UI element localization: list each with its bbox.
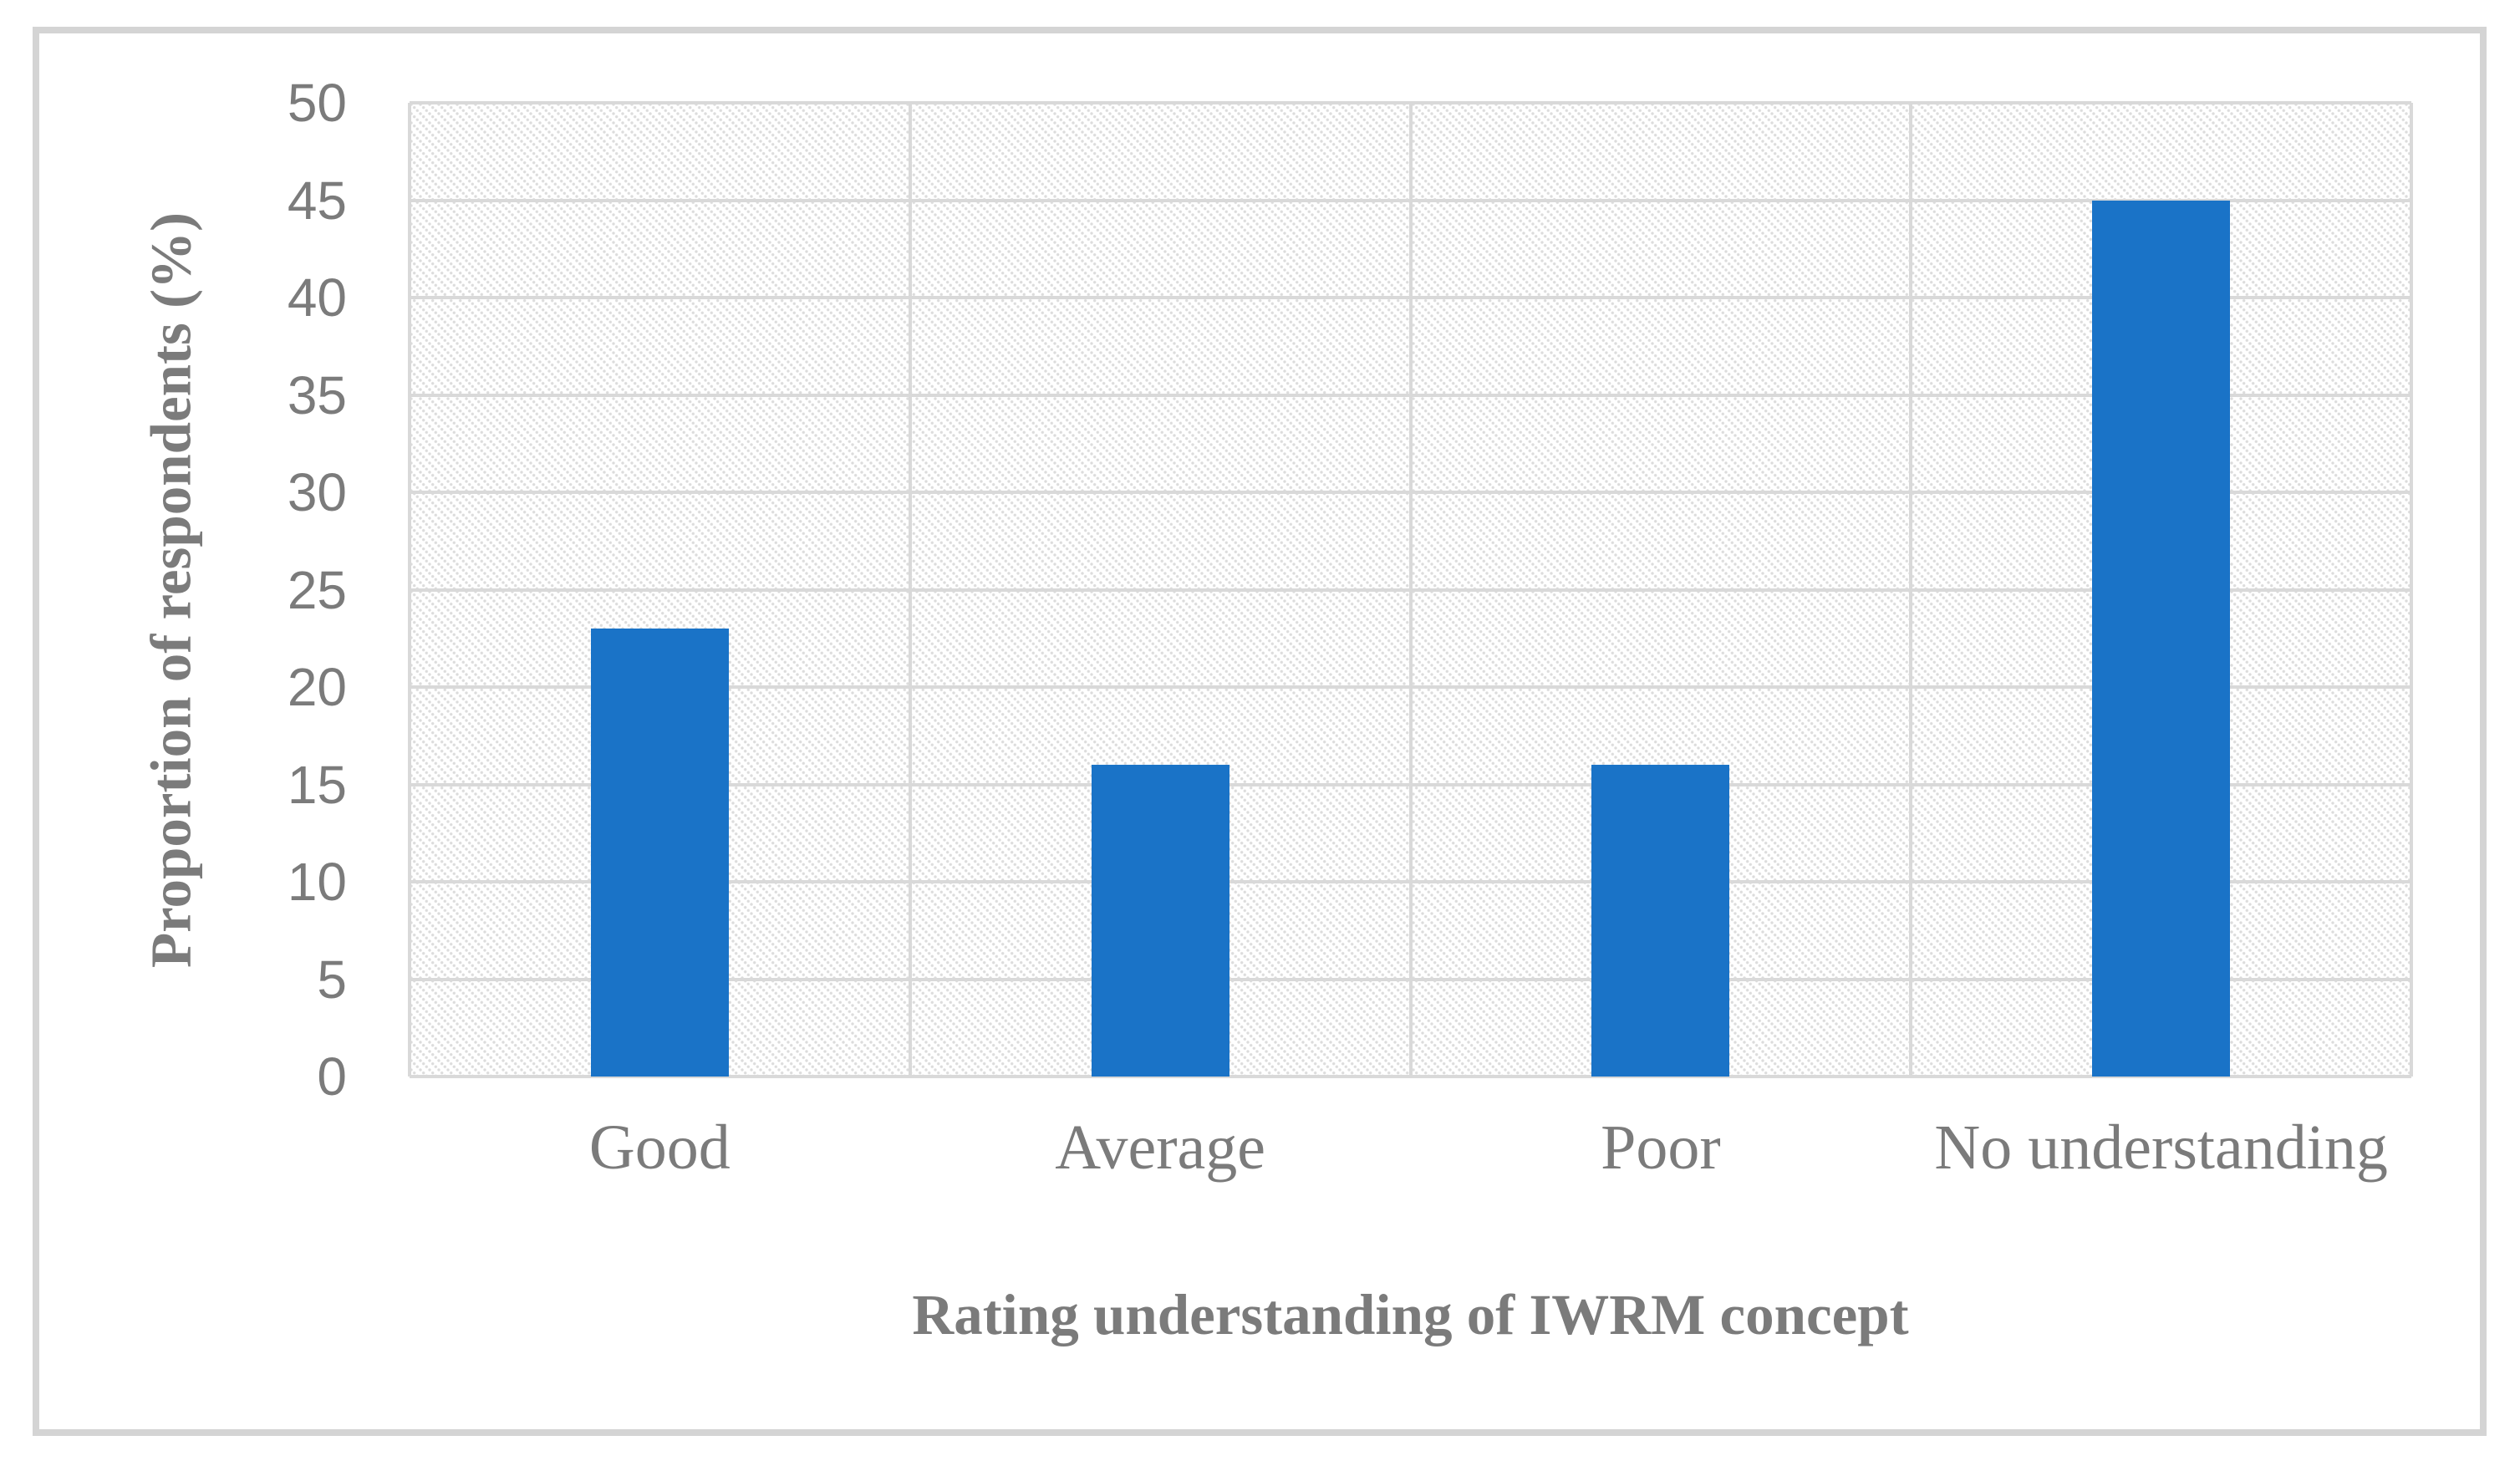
x-axis-category-labels: Good Average Poor No understanding xyxy=(410,1112,2411,1184)
bar-no-understanding xyxy=(2092,200,2231,1077)
bar-average xyxy=(1091,765,1229,1077)
y-tick-label: 30 xyxy=(287,462,347,522)
gridline-vertical xyxy=(2410,103,2413,1077)
x-category-label: No understanding xyxy=(1934,1112,2388,1183)
y-tick-label: 20 xyxy=(287,657,347,717)
bar-poor xyxy=(1591,765,1730,1077)
y-tick-label: 10 xyxy=(287,852,347,912)
x-category-label: Poor xyxy=(1601,1112,1721,1183)
y-tick-label: 5 xyxy=(317,949,347,1010)
x-axis-title: Rating understanding of IWRM concept xyxy=(912,1283,1909,1346)
gridline-vertical xyxy=(1909,103,1913,1077)
y-tick-label: 15 xyxy=(287,754,347,815)
y-tick-label: 50 xyxy=(287,73,347,133)
gridline-horizontal xyxy=(410,1075,2411,1078)
x-category-label: Average xyxy=(1055,1112,1265,1183)
y-tick-label: 0 xyxy=(317,1046,347,1107)
bar-good xyxy=(590,629,729,1077)
gridline-vertical xyxy=(908,103,912,1077)
y-axis-tick-labels: 0 5 10 15 20 25 30 35 40 45 50 xyxy=(0,73,347,1107)
y-tick-label: 40 xyxy=(287,267,347,328)
x-category-label: Good xyxy=(588,1112,731,1183)
plot-area xyxy=(408,101,2413,1078)
y-tick-label: 35 xyxy=(287,364,347,425)
y-tick-label: 25 xyxy=(287,559,347,620)
gridline-vertical xyxy=(408,103,411,1077)
y-tick-label: 45 xyxy=(287,170,347,231)
gridline-vertical xyxy=(1408,103,1413,1077)
